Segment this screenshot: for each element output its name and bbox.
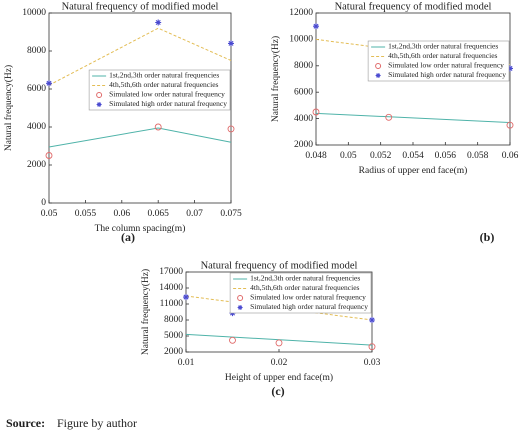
data-point [275,339,283,347]
x-axis-label: The column spacing(m) [95,223,186,234]
data-line [185,295,373,321]
chart-title: Natural frequency of modified model [62,1,219,12]
legend-swatch [237,305,243,310]
chart-title: Natural frequency of modified model [335,1,492,12]
legend: 1st,2nd,3th order natural frequencies4th… [229,272,372,314]
x-tick-label: 0.06 [113,209,130,219]
y-tick-label: 17000 [159,267,183,277]
data-point [507,65,513,72]
x-tick-label: 0.01 [178,358,195,368]
y-tick-label: 12000 [289,8,313,18]
legend: 1st,2nd,3th order natural frequencies4th… [88,69,231,111]
legend-swatch [375,73,381,78]
legend-label: Simulated low order natural frequency [388,61,504,70]
data-point [155,19,162,26]
legend-label: 1st,2nd,3th order natural frequencies [250,274,360,283]
legend: 1st,2nd,3th order natural frequencies4th… [367,40,510,82]
data-point [313,23,319,30]
legend-label: Simulated low order natural frequency [109,90,225,99]
data-point [506,121,514,129]
legend-label: 4th,5th,6th order natural frequencies [109,80,218,89]
panel-caption: (c) [271,384,284,398]
data-point [385,113,393,121]
y-tick-label: 10000 [289,35,313,45]
chart-title: Natural frequency of modified model [201,260,358,271]
y-axis-label: Natural frequency(Hz) [3,65,14,151]
x-tick-label: 0.06 [502,151,519,161]
legend-label: Simulated high order natural frequency [250,302,368,311]
x-tick-label: 0.075 [220,209,242,219]
y-tick-label: 2000 [164,347,183,357]
x-tick-label: 0.055 [75,209,97,219]
y-tick-label: 8000 [27,46,46,56]
y-axis-label: Natural frequency(Hz) [140,269,151,355]
y-tick-label: 4000 [294,114,313,124]
plot-frame [48,12,232,204]
legend-label: Simulated high order natural frequency [109,99,227,108]
panel-caption: (a) [121,230,135,244]
y-tick-label: 6000 [294,87,313,97]
x-tick-label: 0.03 [364,358,381,368]
legend-label: 1st,2nd,3th order natural frequencies [388,42,498,51]
legend-frame [367,40,510,82]
data-point [45,152,53,159]
x-tick-label: 0.054 [402,151,424,161]
x-tick-label: 0.065 [148,209,170,219]
data-point [154,123,162,131]
legend-frame [229,272,372,314]
legend-frame [88,69,231,111]
legend-label: 4th,5th,6th order natural frequencies [388,51,497,60]
x-tick-label: 0.056 [435,151,457,161]
data-point [227,125,235,133]
x-tick-label: 0.058 [467,151,489,161]
x-tick-label: 0.05 [41,209,58,219]
data-line [48,27,232,86]
y-tick-label: 8000 [164,315,183,325]
source-text: Figure by author [57,416,137,430]
x-axis-label: Height of upper end face(m) [225,372,333,383]
legend-label: 1st,2nd,3th order natural frequencies [109,71,219,80]
y-axis-label: Natural frequency(Hz) [270,36,281,122]
data-point [183,294,189,301]
data-point [312,108,320,116]
y-tick-label: 4000 [27,122,46,132]
data-line [315,112,511,124]
source-label: Source: [6,416,45,430]
y-tick-label: 6000 [27,84,46,94]
x-tick-label: 0.02 [271,358,288,368]
y-tick-label: 8000 [294,61,313,71]
y-tick-label: 14000 [159,283,183,293]
data-point [46,80,52,87]
data-point [229,336,236,344]
legend-swatch [96,102,102,107]
x-tick-label: 0.048 [305,151,327,161]
legend-label: Simulated low order natural frequency [250,293,366,302]
y-tick-label: 2000 [27,160,46,170]
data-line [48,127,232,148]
y-tick-label: 2000 [294,140,313,150]
legend-swatch [375,63,382,69]
data-point [368,343,376,351]
x-axis-label: Radius of upper end face(m) [359,165,468,176]
panel-caption: (b) [480,230,495,244]
legend-swatch [96,92,103,98]
data-point [369,317,375,323]
legend-label: Simulated high order natural frequency [388,70,506,79]
legend-swatch [237,295,244,301]
y-tick-label: 11000 [160,299,184,309]
y-tick-label: 0 [41,198,46,208]
data-point [228,40,234,47]
legend-label: 4th,5th,6th order natural frequencies [250,283,359,292]
y-tick-label: 10000 [22,8,46,18]
x-tick-label: 0.05 [340,151,357,161]
x-tick-label: 0.052 [370,151,392,161]
y-tick-label: 5000 [164,331,183,341]
x-tick-label: 0.07 [186,209,203,219]
